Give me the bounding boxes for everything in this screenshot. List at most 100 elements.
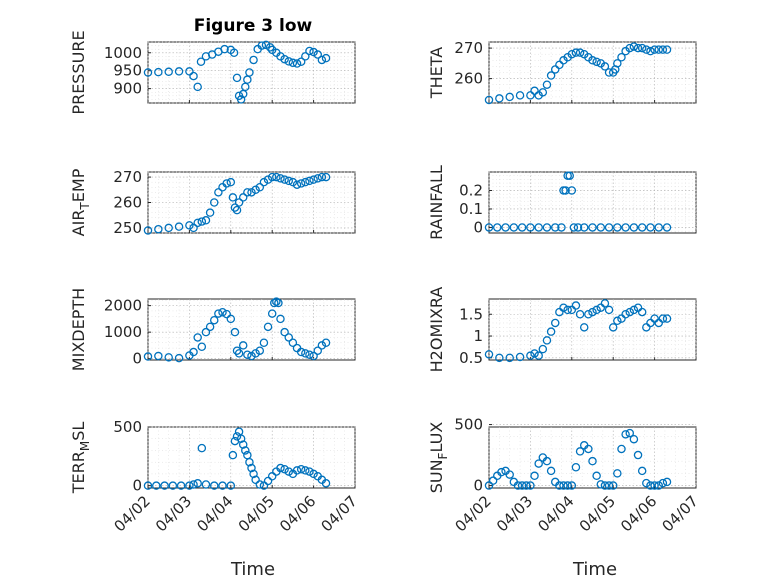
data-point — [164, 353, 173, 362]
data-point — [321, 338, 331, 348]
data-point — [650, 481, 659, 490]
data-point — [517, 223, 527, 232]
data-point — [292, 59, 302, 68]
data-point — [255, 480, 265, 489]
data-point — [567, 49, 577, 59]
data-point — [263, 476, 273, 486]
y-tick-label: 250 — [113, 219, 142, 237]
data-point — [522, 481, 531, 490]
data-point — [272, 172, 281, 182]
data-point — [245, 68, 254, 77]
subplot-4: 00.10.2 RAINFALL — [427, 165, 697, 240]
data-point — [526, 351, 535, 360]
data-point — [515, 352, 525, 362]
data-point — [588, 307, 597, 317]
data-point — [625, 43, 635, 53]
data-point — [305, 467, 314, 476]
data-point — [650, 45, 659, 54]
data-point — [662, 45, 672, 54]
data-point — [276, 463, 285, 473]
y-tick-label: 1000 — [104, 44, 142, 62]
data-point — [229, 48, 239, 58]
data-point — [493, 223, 502, 232]
subplot-2: 260 270 THETA — [427, 39, 697, 105]
data-point — [218, 481, 227, 490]
data-point — [305, 46, 314, 56]
data-point — [174, 222, 184, 231]
data-point — [555, 481, 564, 490]
data-point — [550, 223, 560, 232]
data-point — [604, 223, 614, 232]
data-point — [251, 475, 260, 485]
data-point — [642, 478, 651, 488]
data-point — [625, 307, 635, 317]
y-tick-label: 0 — [132, 477, 142, 495]
y-tick-label: 0 — [473, 218, 483, 236]
data-point — [646, 46, 655, 56]
data-point — [154, 224, 163, 234]
data-point — [236, 434, 246, 443]
data-point — [646, 481, 655, 490]
data-point — [232, 73, 242, 83]
data-point — [197, 342, 207, 351]
data-point — [168, 481, 178, 490]
data-point — [513, 481, 523, 490]
data-point — [542, 223, 552, 232]
data-point — [629, 305, 639, 315]
data-point — [305, 350, 314, 359]
data-point — [214, 309, 223, 318]
data-point — [228, 193, 238, 202]
data-point — [600, 299, 610, 308]
data-point — [321, 53, 331, 63]
data-point — [228, 450, 238, 460]
data-point — [575, 309, 585, 319]
data-point — [201, 216, 211, 225]
data-point — [143, 352, 153, 361]
data-point — [189, 480, 198, 489]
y-axis-label: RAINFALL — [427, 165, 446, 240]
y-tick-label: 1 — [473, 327, 483, 345]
data-point — [232, 205, 242, 215]
data-point — [226, 314, 236, 324]
data-point — [259, 481, 269, 490]
data-point — [193, 333, 202, 342]
y-axis-label: SUNFLUX — [427, 422, 450, 494]
data-point — [272, 297, 281, 306]
axes-box — [147, 298, 356, 361]
data-point — [209, 481, 219, 490]
data-point — [629, 42, 639, 51]
data-point — [267, 472, 277, 481]
y-axis-label: H2OMIXRA — [427, 287, 446, 373]
data-point — [621, 309, 630, 319]
data-point — [265, 43, 275, 52]
data-point — [218, 308, 227, 317]
data-point — [575, 48, 585, 57]
data-point — [259, 338, 269, 348]
data-point — [530, 471, 539, 481]
data-point — [642, 45, 651, 54]
data-point — [550, 65, 560, 74]
data-point — [495, 94, 504, 103]
data-point — [592, 471, 601, 481]
data-point — [613, 316, 622, 326]
data-point — [232, 346, 242, 355]
data-point — [245, 457, 254, 467]
data-point — [317, 172, 327, 182]
data-point — [565, 171, 574, 180]
y-axis-label: PRESSURE — [69, 30, 88, 114]
data-point — [309, 351, 318, 361]
data-point — [484, 223, 494, 232]
data-point — [484, 95, 494, 105]
data-point — [280, 327, 289, 337]
data-point — [571, 463, 581, 472]
data-point — [317, 55, 327, 65]
data-point — [613, 59, 622, 68]
axes-box — [488, 171, 697, 234]
data-point — [301, 349, 310, 358]
y-tick-label: 950 — [113, 62, 142, 80]
data-point — [563, 305, 572, 315]
data-point — [579, 323, 589, 332]
y-tick-label: 0.5 — [459, 349, 483, 367]
data-point — [232, 432, 242, 441]
